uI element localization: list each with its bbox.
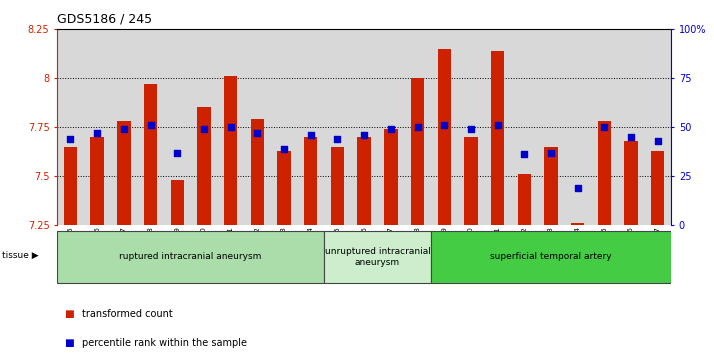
Bar bbox=[84, 29, 111, 225]
Bar bbox=[458, 29, 484, 225]
Text: ■: ■ bbox=[64, 338, 74, 348]
Point bbox=[466, 126, 477, 132]
Text: ruptured intracranial aneurysm: ruptured intracranial aneurysm bbox=[119, 252, 262, 261]
Point bbox=[305, 132, 316, 138]
Point bbox=[518, 152, 530, 158]
Bar bbox=[57, 231, 324, 283]
Bar bbox=[484, 29, 511, 225]
Bar bbox=[64, 147, 77, 225]
Bar bbox=[544, 147, 558, 225]
Bar bbox=[324, 29, 351, 225]
Bar bbox=[438, 49, 451, 225]
Point bbox=[278, 146, 290, 151]
Bar bbox=[571, 223, 584, 225]
Bar bbox=[251, 119, 264, 225]
Bar bbox=[57, 29, 84, 225]
Text: unruptured intracranial
aneurysm: unruptured intracranial aneurysm bbox=[325, 247, 431, 267]
Point bbox=[65, 136, 76, 142]
Bar bbox=[137, 29, 164, 225]
Bar bbox=[598, 121, 611, 225]
Bar bbox=[111, 29, 137, 225]
Bar bbox=[351, 29, 378, 225]
Point bbox=[332, 136, 343, 142]
Bar bbox=[324, 231, 431, 283]
Bar bbox=[618, 29, 645, 225]
Bar bbox=[538, 29, 564, 225]
Bar bbox=[298, 29, 324, 225]
Text: ■: ■ bbox=[64, 309, 74, 319]
Bar bbox=[645, 29, 671, 225]
Bar bbox=[591, 29, 618, 225]
Point bbox=[145, 122, 156, 128]
Point bbox=[91, 130, 103, 136]
Point bbox=[625, 134, 637, 140]
Bar bbox=[197, 107, 211, 225]
Bar bbox=[378, 29, 404, 225]
Bar bbox=[171, 180, 184, 225]
Bar bbox=[625, 141, 638, 225]
Point bbox=[358, 132, 370, 138]
Bar bbox=[217, 29, 244, 225]
Point bbox=[652, 138, 663, 144]
Text: GDS5186 / 245: GDS5186 / 245 bbox=[57, 12, 152, 25]
Bar bbox=[518, 174, 531, 225]
Point bbox=[572, 185, 583, 191]
Bar bbox=[277, 151, 291, 225]
Bar bbox=[564, 29, 591, 225]
Bar bbox=[431, 231, 671, 283]
Point bbox=[251, 130, 263, 136]
Bar bbox=[491, 50, 504, 225]
Bar bbox=[651, 151, 665, 225]
Bar bbox=[271, 29, 298, 225]
Point bbox=[492, 122, 503, 128]
Point bbox=[412, 124, 423, 130]
Point bbox=[545, 150, 557, 155]
Text: percentile rank within the sample: percentile rank within the sample bbox=[82, 338, 247, 348]
Text: superficial temporal artery: superficial temporal artery bbox=[491, 252, 612, 261]
Bar bbox=[331, 147, 344, 225]
Bar bbox=[224, 76, 237, 225]
Point bbox=[438, 122, 450, 128]
Bar bbox=[304, 137, 318, 225]
Bar bbox=[464, 137, 478, 225]
Bar bbox=[358, 137, 371, 225]
Bar bbox=[511, 29, 538, 225]
Bar bbox=[384, 129, 398, 225]
Text: transformed count: transformed count bbox=[82, 309, 173, 319]
Point bbox=[225, 124, 236, 130]
Point bbox=[171, 150, 183, 155]
Bar bbox=[411, 78, 424, 225]
Bar bbox=[91, 137, 104, 225]
Bar bbox=[404, 29, 431, 225]
Bar bbox=[431, 29, 458, 225]
Bar bbox=[244, 29, 271, 225]
Point bbox=[385, 126, 396, 132]
Text: tissue ▶: tissue ▶ bbox=[2, 251, 39, 260]
Bar bbox=[191, 29, 217, 225]
Bar bbox=[144, 84, 157, 225]
Point bbox=[118, 126, 129, 132]
Point bbox=[599, 124, 610, 130]
Bar bbox=[117, 121, 131, 225]
Point bbox=[198, 126, 210, 132]
Bar bbox=[164, 29, 191, 225]
